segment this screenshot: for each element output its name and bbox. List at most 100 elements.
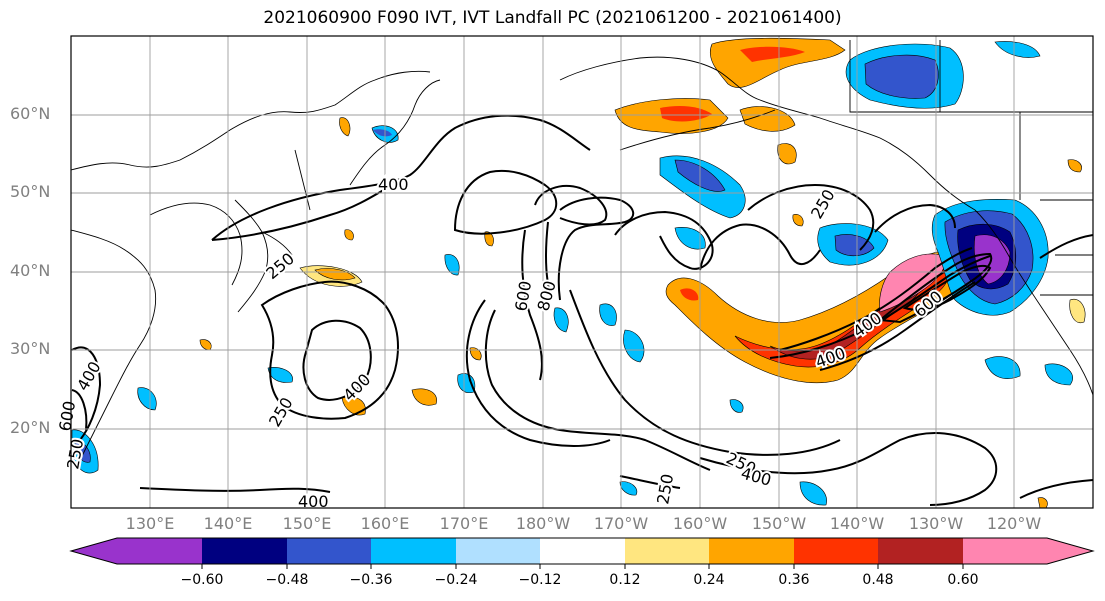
field-blob-neg [623,329,645,363]
contour-line [569,289,841,456]
field-blob-neg [267,367,293,383]
lon-label: 160°E [360,514,410,533]
field-blob-pos [341,396,366,416]
contour-line [557,196,635,301]
field-blob-neg [444,254,460,276]
coastline-kamchatka [349,79,441,186]
colorbar-segment [709,538,794,564]
coastline-sakhalin [294,149,311,211]
graticule [71,36,1093,508]
lon-label: 180°W [515,514,571,533]
colorbar-outline [69,537,1095,565]
field-blob-neg [984,356,1021,379]
contour-line [874,203,956,233]
contour-line [71,389,88,431]
colorbar-tick-label: −0.60 [180,572,224,588]
colorbar [69,537,1095,569]
field-blob-pos [792,214,804,227]
contour-line [699,432,998,506]
contour-line [619,475,681,489]
lon-label: 160°W [672,514,728,533]
contour-line [139,487,331,493]
coastline-aleutians [619,109,776,151]
colorbar-tick-label: 0.36 [778,572,810,588]
coastlines [71,40,1093,461]
colorbar-extend-left [71,538,117,564]
colorbar-segment [878,538,963,564]
ivt-contours [71,114,1093,506]
field-blob-pos [1067,159,1082,173]
coastline-asia [71,229,157,461]
contour-line [521,229,543,381]
field-blob-neg [799,481,827,506]
lon-label: 150°E [282,514,332,533]
colorbar-segment [540,538,625,564]
coastline-na-west [974,209,1093,396]
field-blob-neg [1044,363,1073,386]
field-blob-neg [994,41,1041,58]
field-blob-pos [1069,298,1086,324]
colorbar-tick-label: 0.24 [693,572,725,588]
plot-title: 2021060900 F090 IVT, IVT Landfall PC (20… [263,8,842,28]
colorbar-tick-label: 0.12 [609,572,641,588]
contour-line [1019,479,1093,499]
field-blob-neg [729,399,744,413]
filled-field [71,37,1086,508]
field-blob-neg [674,227,706,250]
plot-frame [70,35,1094,509]
contour-line [877,252,993,324]
lat-label: 40°N [10,261,51,280]
contour-label: 400 [378,175,409,194]
contour-line [1039,234,1093,259]
field-blob-pos [344,229,354,241]
colorbar-segment [625,538,709,564]
field-blob-pos [199,339,212,351]
field-blob-pos [680,288,699,301]
coastline-asia [149,202,243,286]
lon-label: 140°E [203,514,253,533]
field-blob-pos [314,268,356,281]
field-blob-neg [834,234,875,257]
lat-label: 30°N [10,339,51,358]
contour-label: 250 [807,186,839,222]
colorbar-extend-right [1047,538,1093,564]
colorbar-tick-label: 0.60 [947,572,979,588]
lat-label: 60°N [10,104,51,123]
field-blob-pos [777,143,797,165]
colorbar-tick-label: −0.36 [349,572,393,588]
lat-label: 20°N [10,418,51,437]
field-blob-neg [599,303,617,326]
field-blob-neg [619,481,638,496]
contour-line [747,183,875,251]
contour-line [71,346,102,441]
lon-label: 120°W [986,514,1042,533]
contour-line [699,223,821,271]
lon-label: 170°W [593,514,649,533]
lon-label: 170°E [439,514,489,533]
coastline-japan [234,199,269,313]
field-blob-neg [457,373,476,393]
field-blob-pos [469,347,482,361]
field-blob-pos [660,106,712,122]
field-blob-pos [339,117,351,137]
colorbar-segment [456,538,540,564]
contour-line [260,280,399,420]
lon-label: 130°W [908,514,964,533]
field-blob-pos [739,106,796,132]
lon-label: 130°E [125,514,175,533]
contour-label: 250 [653,472,677,505]
contour-line [484,309,711,471]
field-blob-pos [740,46,805,62]
contour-line [465,299,611,447]
field-blob-neg [864,54,939,99]
field-blob-neg [553,307,569,333]
contour-line [819,281,976,371]
contour-line [902,264,992,311]
contour-line [614,210,714,270]
contour-line [453,169,558,235]
contour-label: 600 [55,399,79,432]
colorbar-segment [371,538,456,564]
contour-line [211,184,393,241]
contour-label: 600 [511,279,535,312]
